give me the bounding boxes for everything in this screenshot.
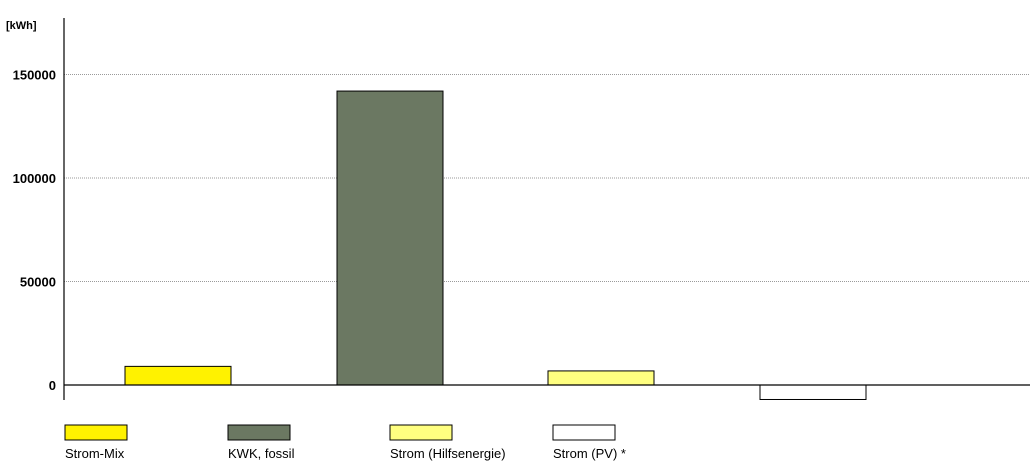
y-tick-labels: 0 50000 100000 150000	[13, 68, 56, 394]
legend-swatch	[552, 424, 616, 441]
y-tick-label: 0	[49, 378, 56, 393]
y-tick-label: 50000	[20, 275, 56, 290]
bar	[547, 370, 655, 386]
legend-label: Strom-Mix	[65, 446, 125, 461]
y-tick-label: 150000	[13, 68, 56, 83]
legend-swatch	[389, 424, 453, 441]
axes: [kWh]	[6, 18, 1030, 400]
legend: Strom-Mix KWK, fossil Strom (Hilfsenergie)…	[64, 424, 626, 461]
legend-swatch	[64, 424, 128, 441]
bar	[336, 90, 444, 386]
legend-label: KWK, fossil	[228, 446, 295, 461]
legend-swatch	[227, 424, 291, 441]
bars	[124, 90, 867, 400]
bar	[759, 384, 867, 400]
bar	[124, 365, 232, 386]
grid-lines	[64, 74, 1030, 282]
legend-label: Strom (Hilfsenergie)	[390, 446, 506, 461]
legend-label: Strom (PV) *	[553, 446, 626, 461]
y-axis-unit-label: [kWh]	[6, 20, 37, 32]
y-tick-label: 100000	[13, 171, 56, 186]
